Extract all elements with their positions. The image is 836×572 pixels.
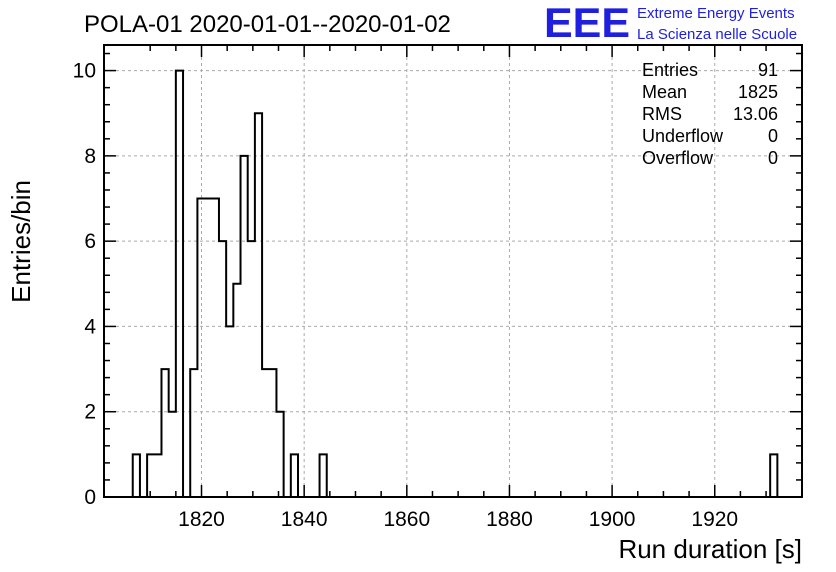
y-tick-label: 2 [84, 401, 96, 424]
histogram-bin [276, 412, 283, 497]
stats-box: Entries 91 Mean 1825 RMS 13.06 Underflow… [642, 60, 778, 168]
logo-line-1: Extreme Energy Events [637, 5, 795, 22]
stats-value: 13.06 [733, 104, 778, 124]
x-tick-label: 1840 [281, 508, 328, 531]
stats-label: Entries [642, 60, 698, 80]
histogram-bin [320, 454, 327, 497]
y-axis-title: Entries/bin [6, 180, 36, 303]
chart-title: POLA-01 2020-01-01--2020-01-02 [84, 11, 451, 38]
logo-line-2: La Scienza nelle Scuole [637, 26, 797, 43]
stats-label: RMS [642, 104, 682, 124]
x-tick-label: 1820 [178, 508, 225, 531]
histogram-bin [770, 454, 777, 497]
stats-value: 0 [768, 148, 778, 168]
histogram-bin [212, 199, 219, 497]
axis-ticks [104, 45, 802, 498]
histogram-bin [197, 199, 204, 497]
histogram-bin [169, 412, 176, 497]
stats-label: Underflow [642, 126, 724, 146]
stats-label: Mean [642, 82, 687, 102]
histogram-bin [233, 284, 240, 497]
eee-logo-mark: EEE [544, 0, 630, 46]
tick-labels: 1820 1840 1860 1880 1900 1920 0 2 4 6 8 10 [73, 60, 738, 531]
histogram-outline [131, 69, 779, 498]
histogram-bin [161, 369, 168, 497]
y-tick-label: 6 [84, 230, 96, 253]
eee-logo: EEE Extreme Energy Events La Scienza nel… [544, 0, 797, 46]
y-tick-label: 10 [73, 60, 96, 83]
histogram-bin [248, 241, 255, 497]
histogram-bin [269, 369, 276, 497]
histogram-bin [255, 113, 262, 497]
histogram-bin [154, 454, 161, 497]
stats-value: 1825 [738, 82, 778, 102]
y-tick-label: 4 [84, 315, 96, 338]
histogram-bin [219, 241, 226, 497]
histogram-bin [147, 454, 154, 497]
stats-label: Overflow [642, 148, 714, 168]
histogram-bin [190, 369, 197, 497]
histogram-bin [291, 454, 298, 497]
histogram-bin [262, 369, 269, 497]
x-tick-label: 1880 [486, 508, 533, 531]
stats-value: 0 [768, 126, 778, 146]
histogram-bin [133, 454, 140, 497]
histogram-bin [205, 199, 212, 497]
x-tick-label: 1900 [589, 508, 636, 531]
y-tick-label: 0 [84, 486, 96, 509]
x-tick-label: 1860 [383, 508, 430, 531]
x-axis-title: Run duration [s] [618, 534, 802, 564]
histogram-bin [176, 71, 183, 497]
grid-lines [104, 45, 802, 497]
stats-value: 91 [758, 60, 778, 80]
x-tick-label: 1920 [691, 508, 738, 531]
plot-frame [103, 44, 803, 498]
y-tick-label: 8 [84, 145, 96, 168]
